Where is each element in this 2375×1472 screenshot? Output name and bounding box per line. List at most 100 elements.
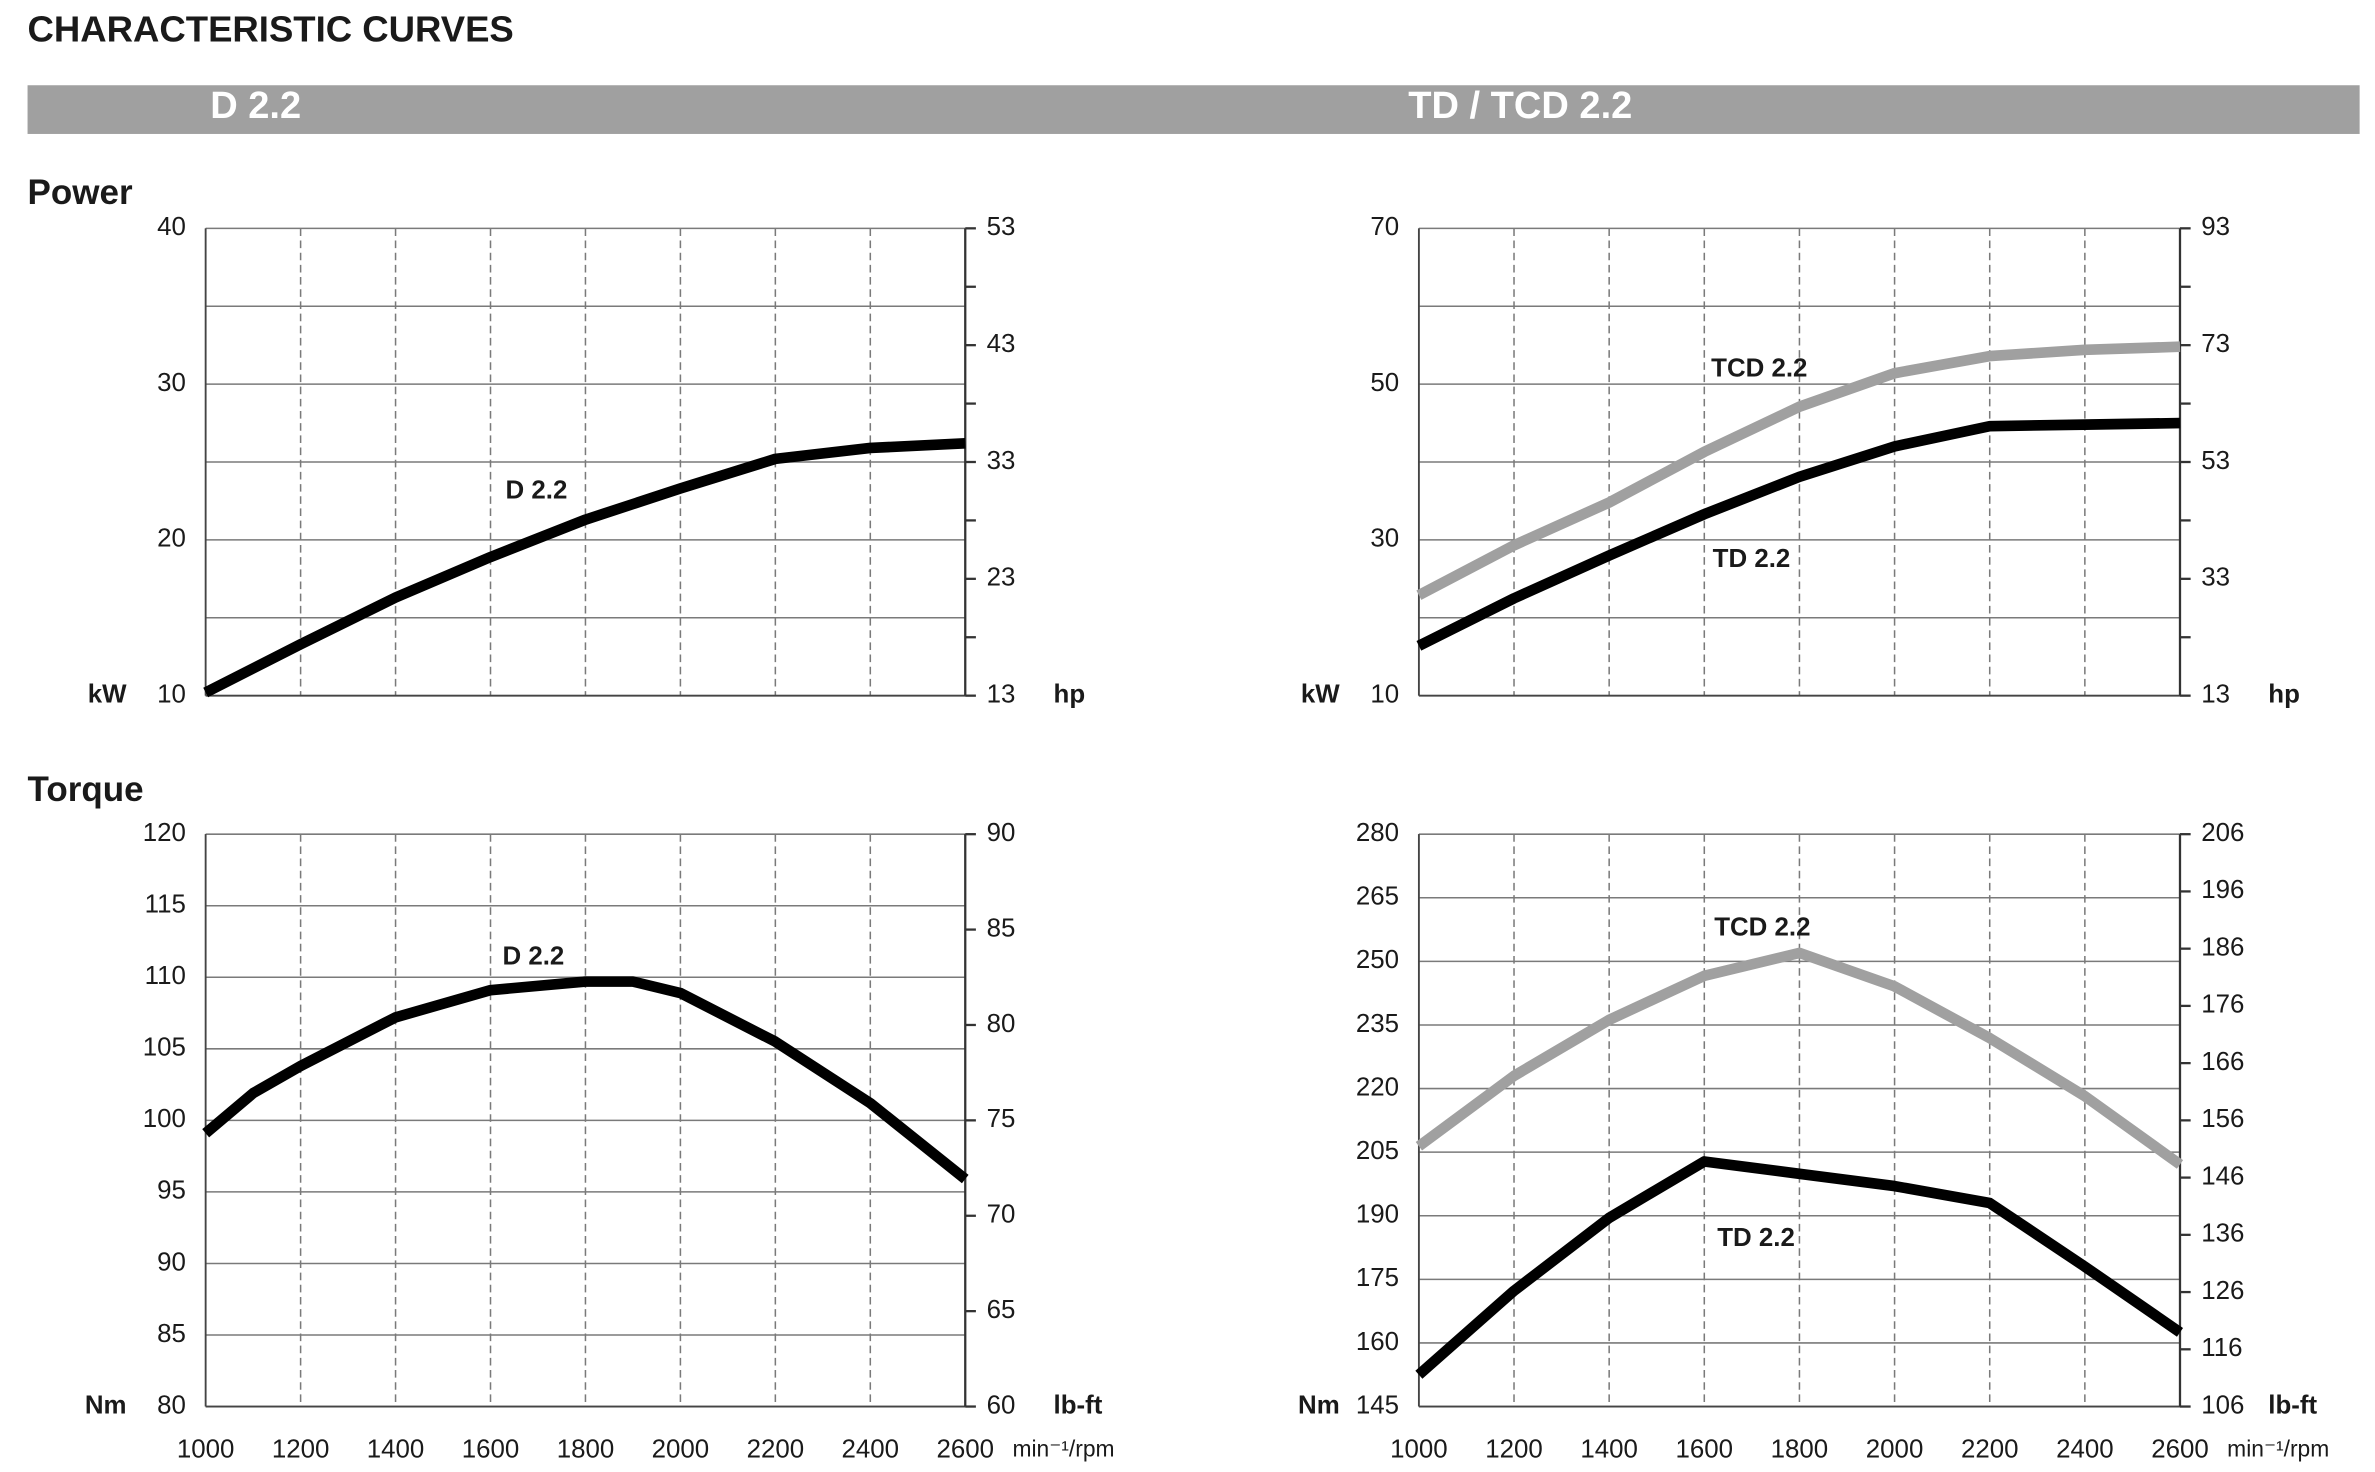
x-tick-label: 1600 xyxy=(462,1436,520,1464)
y-tick-label: 110 xyxy=(145,962,186,990)
y2-tick-label: 116 xyxy=(2201,1334,2242,1362)
y-tick-label: 220 xyxy=(1356,1073,1399,1101)
y2-tick-label: 13 xyxy=(2201,680,2230,708)
y2-tick-label: 75 xyxy=(987,1105,1016,1133)
line-series xyxy=(203,437,966,698)
x-tick-label: 1000 xyxy=(177,1436,235,1464)
y2-axis-unit: lb-ft xyxy=(1054,1391,1103,1419)
y-tick-label: 40 xyxy=(157,213,186,241)
row-header: Power xyxy=(28,173,133,212)
y2-axis-unit: hp xyxy=(1054,680,1086,708)
y-axis-unit: Nm xyxy=(85,1391,127,1419)
page-title: CHARACTERISTIC CURVES xyxy=(28,9,514,50)
y-tick-label: 115 xyxy=(145,891,186,919)
x-axis-label: min⁻¹/rpm xyxy=(1012,1436,1114,1462)
y-tick-label: 10 xyxy=(157,680,186,708)
series-label: D 2.2 xyxy=(506,477,568,505)
column-header: D 2.2 xyxy=(210,85,301,127)
y-tick-label: 160 xyxy=(1356,1328,1399,1356)
y2-tick-label: 196 xyxy=(2201,876,2244,904)
y2-tick-label: 126 xyxy=(2201,1277,2244,1305)
y2-tick-label: 53 xyxy=(2201,447,2230,475)
column-header: TD / TCD 2.2 xyxy=(1408,85,1632,127)
line-series xyxy=(202,976,969,1184)
y-tick-label: 30 xyxy=(157,369,186,397)
series-label: TD 2.2 xyxy=(1713,545,1791,573)
y-tick-label: 205 xyxy=(1356,1137,1399,1165)
y-tick-label: 70 xyxy=(1370,213,1399,241)
y-tick-label: 10 xyxy=(1370,680,1399,708)
y2-tick-label: 33 xyxy=(987,447,1016,475)
y-axis-unit: Nm xyxy=(1298,1391,1340,1419)
y-tick-label: 120 xyxy=(143,819,186,847)
y2-tick-label: 53 xyxy=(987,213,1016,241)
y2-tick-label: 80 xyxy=(987,1010,1016,1038)
y-tick-label: 265 xyxy=(1356,883,1399,911)
y2-tick-label: 70 xyxy=(987,1201,1016,1229)
y-tick-label: 280 xyxy=(1356,819,1399,847)
y-tick-label: 190 xyxy=(1356,1201,1399,1229)
y-tick-label: 235 xyxy=(1356,1010,1399,1038)
x-tick-label: 1000 xyxy=(1390,1436,1448,1464)
y2-tick-label: 206 xyxy=(2201,819,2244,847)
y2-tick-label: 73 xyxy=(2201,330,2230,358)
x-tick-label: 2000 xyxy=(652,1436,710,1464)
y-axis-unit: kW xyxy=(88,680,127,708)
y2-tick-label: 90 xyxy=(987,819,1016,847)
y2-tick-label: 146 xyxy=(2201,1162,2244,1190)
y2-tick-label: 186 xyxy=(2201,933,2244,961)
y2-tick-label: 156 xyxy=(2201,1105,2244,1133)
header-band xyxy=(27,85,2360,134)
y2-tick-label: 93 xyxy=(2201,213,2230,241)
line-series xyxy=(1416,417,2181,651)
x-tick-label: 1400 xyxy=(367,1436,425,1464)
y2-tick-label: 85 xyxy=(987,914,1016,942)
y-tick-label: 30 xyxy=(1370,525,1399,553)
y-tick-label: 250 xyxy=(1356,946,1399,974)
y-tick-label: 80 xyxy=(157,1391,186,1419)
y2-tick-label: 166 xyxy=(2201,1048,2244,1076)
x-tick-label: 1800 xyxy=(1771,1436,1829,1464)
x-tick-label: 1400 xyxy=(1580,1436,1638,1464)
series-label: TD 2.2 xyxy=(1717,1224,1795,1252)
series-label: TCD 2.2 xyxy=(1711,355,1807,383)
y2-tick-label: 43 xyxy=(987,330,1016,358)
y2-tick-label: 33 xyxy=(2201,564,2230,592)
y2-tick-label: 106 xyxy=(2201,1391,2244,1419)
y2-axis-unit: hp xyxy=(2268,680,2300,708)
x-tick-label: 2200 xyxy=(1961,1436,2019,1464)
x-tick-label: 2600 xyxy=(936,1436,994,1464)
x-tick-label: 2600 xyxy=(2151,1436,2209,1464)
line-series xyxy=(1416,341,2181,600)
y2-tick-label: 176 xyxy=(2201,991,2244,1019)
y-tick-label: 145 xyxy=(1356,1391,1399,1419)
line-series xyxy=(1415,947,2184,1169)
y2-tick-label: 13 xyxy=(987,680,1016,708)
y2-tick-label: 23 xyxy=(987,564,1016,592)
x-tick-label: 2200 xyxy=(747,1436,805,1464)
x-tick-label: 1600 xyxy=(1676,1436,1734,1464)
y-tick-label: 20 xyxy=(157,525,186,553)
x-tick-label: 2000 xyxy=(1866,1436,1924,1464)
series-label: D 2.2 xyxy=(502,942,564,970)
x-tick-label: 2400 xyxy=(2056,1436,2114,1464)
y2-tick-label: 136 xyxy=(2201,1220,2244,1248)
y2-tick-label: 65 xyxy=(987,1296,1016,1324)
y-tick-label: 50 xyxy=(1370,369,1399,397)
y-tick-label: 90 xyxy=(157,1248,186,1276)
x-tick-label: 1200 xyxy=(272,1436,330,1464)
y2-axis-unit: lb-ft xyxy=(2268,1391,2317,1419)
x-tick-label: 2400 xyxy=(842,1436,900,1464)
x-tick-label: 1200 xyxy=(1485,1436,1543,1464)
x-axis-label: min⁻¹/rpm xyxy=(2227,1436,2329,1462)
y-tick-label: 95 xyxy=(157,1177,186,1205)
y-tick-label: 85 xyxy=(157,1320,186,1348)
row-header: Torque xyxy=(28,770,144,809)
y-tick-label: 105 xyxy=(143,1034,186,1062)
y-axis-unit: kW xyxy=(1301,680,1340,708)
x-tick-label: 1800 xyxy=(557,1436,615,1464)
line-series xyxy=(1415,1156,2184,1379)
y-tick-label: 100 xyxy=(143,1105,186,1133)
